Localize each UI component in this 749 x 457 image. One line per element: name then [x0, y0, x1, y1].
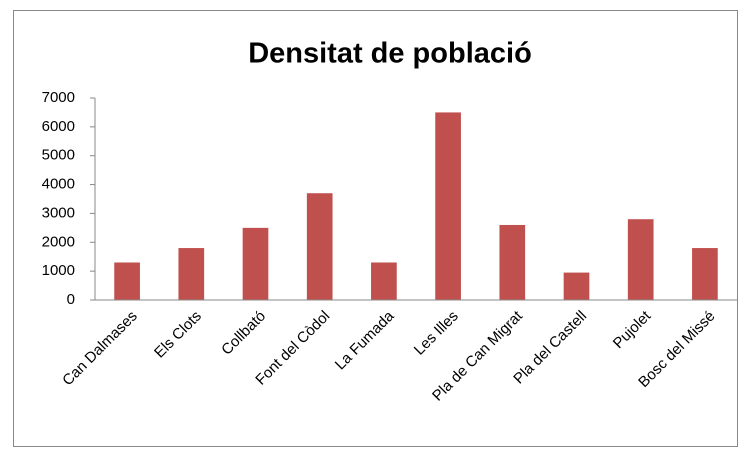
bar — [114, 262, 140, 300]
y-tick-label: 6000 — [42, 118, 75, 135]
bar — [499, 224, 526, 300]
y-tick-label: 3000 — [42, 204, 75, 221]
y-tick-label: 5000 — [42, 147, 75, 164]
bar — [242, 227, 269, 300]
bar — [435, 112, 461, 300]
bar — [692, 248, 718, 300]
y-tick-label: 2000 — [42, 233, 75, 250]
y-tick-label: 0 — [67, 291, 75, 308]
y-tick-label: 4000 — [42, 176, 75, 193]
y-tick-label: 1000 — [42, 262, 75, 279]
bar — [627, 219, 654, 300]
bar — [563, 272, 590, 300]
bar — [178, 248, 205, 300]
bar — [371, 262, 397, 300]
bar — [306, 193, 333, 300]
y-tick-label: 7000 — [42, 89, 75, 106]
chart-border — [13, 10, 738, 447]
chart-title: Densitat de població — [248, 38, 532, 70]
